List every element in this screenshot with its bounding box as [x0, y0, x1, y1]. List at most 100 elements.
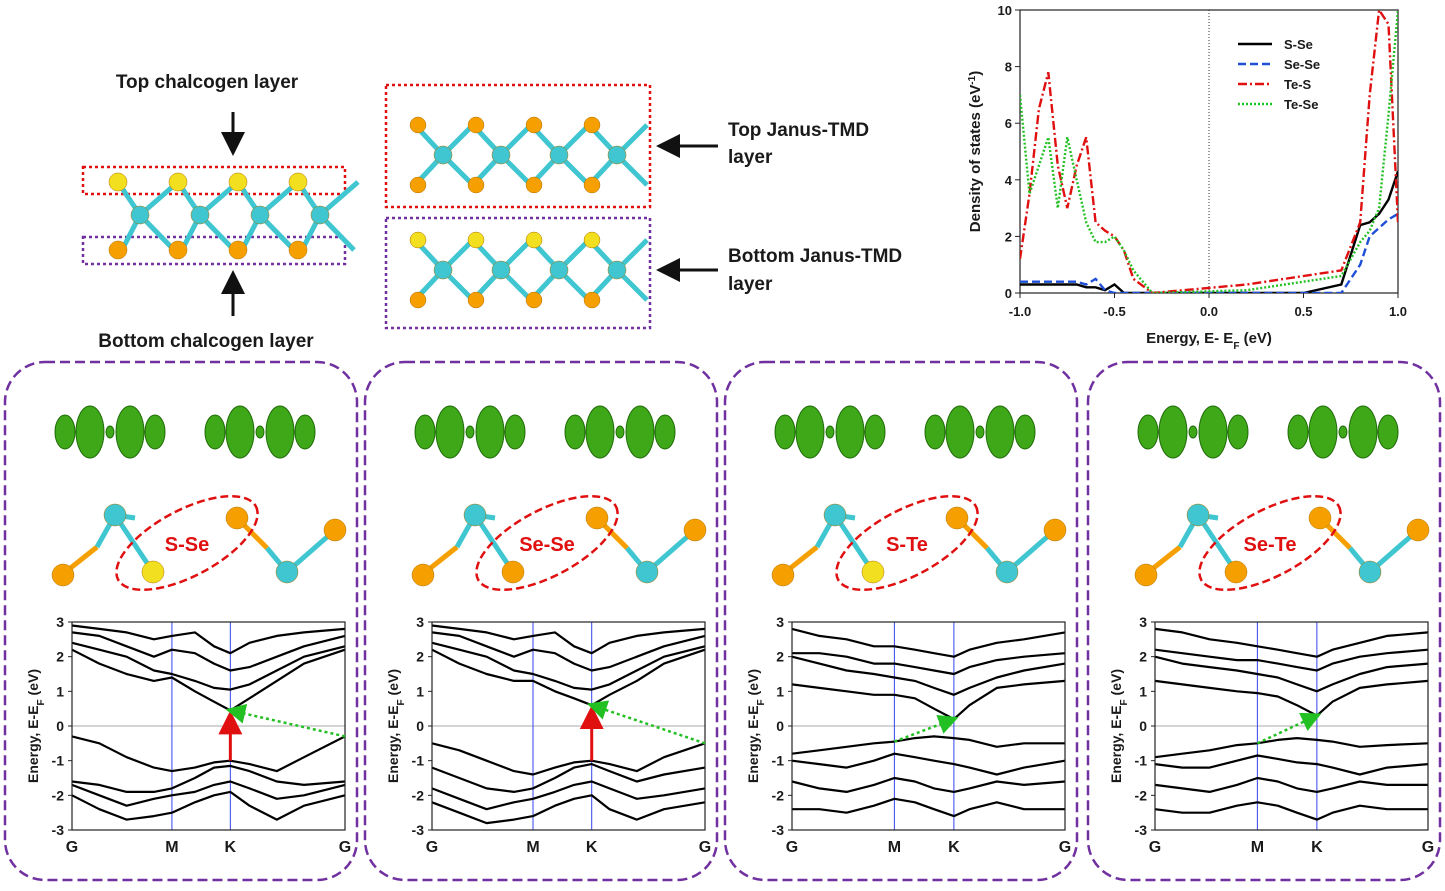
- highlight-ellipse: [835, 494, 979, 592]
- atom: [583, 231, 601, 249]
- band-line: [431, 641, 706, 691]
- panel-box: [723, 360, 1079, 882]
- panel-box: [363, 360, 719, 882]
- atom: [1043, 518, 1067, 542]
- label-part: Energy, E-E: [1108, 705, 1124, 783]
- bottom-box: [81, 235, 347, 266]
- atom: [463, 503, 487, 527]
- label-part: ): [967, 71, 984, 76]
- atom: [861, 560, 885, 584]
- orbital: [975, 425, 985, 439]
- atom: [467, 176, 485, 194]
- atom: [130, 205, 150, 225]
- dos-line: [1020, 170, 1398, 293]
- atom: [228, 240, 248, 260]
- y-tick-label: 3: [56, 614, 64, 630]
- x-tick-label: M: [888, 839, 901, 856]
- label-part: Energy, E-E: [25, 705, 41, 783]
- band-line: [1154, 737, 1429, 759]
- x-tick-label: 0.5: [1294, 304, 1312, 319]
- x-tick-label: 1.0: [1389, 304, 1407, 319]
- x-tick-label: G: [1059, 839, 1071, 856]
- orbital: [615, 425, 625, 439]
- band-line: [71, 641, 346, 691]
- legend-label: S-Se: [1284, 37, 1313, 52]
- atom: [525, 291, 543, 309]
- atom: [467, 291, 485, 309]
- dos-line: [1020, 10, 1398, 293]
- orbital: [835, 405, 865, 459]
- legend-label: Se-Se: [1284, 57, 1320, 72]
- y-tick-label: 2: [56, 649, 64, 665]
- orbital: [1287, 414, 1309, 450]
- atom: [190, 205, 210, 225]
- atom: [549, 145, 569, 165]
- x-tick-label: G: [1422, 839, 1434, 856]
- transition-arrow: [225, 703, 346, 738]
- atom: [823, 503, 847, 527]
- atom: [225, 506, 249, 530]
- atom: [409, 231, 427, 249]
- atom: [310, 205, 330, 225]
- orbital: [1227, 414, 1249, 450]
- orbital: [504, 414, 526, 450]
- band-line: [71, 624, 346, 655]
- pair-label: Se-Te: [1244, 534, 1297, 556]
- dos-line: [1020, 10, 1398, 293]
- label-part: F: [396, 699, 407, 705]
- highlight-ellipse: [475, 494, 619, 592]
- legend-label: Te-S: [1284, 77, 1312, 92]
- y-tick-label: 2: [1139, 649, 1147, 665]
- orbital: [1348, 405, 1378, 459]
- x-tick-label: K: [586, 839, 598, 856]
- atom: [168, 172, 188, 192]
- label-part: -1: [967, 75, 978, 84]
- band-line: [791, 679, 1066, 721]
- y-tick-label: 0: [1139, 718, 1147, 734]
- atom: [945, 506, 969, 530]
- band-line: [792, 652, 1066, 676]
- band-line: [792, 797, 1065, 818]
- atom: [108, 172, 128, 192]
- atom: [1134, 563, 1158, 587]
- label-part: Energy, E- E: [1146, 330, 1233, 347]
- x-tick-label: 0.0: [1200, 304, 1218, 319]
- label-part: Energy, E-E: [385, 705, 401, 783]
- y-axis-label: Energy, E-EF (eV): [1108, 669, 1130, 783]
- y-tick-label: 2: [416, 649, 424, 665]
- y-tick-label: 3: [416, 614, 424, 630]
- x-tick-label: G: [1149, 839, 1161, 856]
- band-line: [1154, 679, 1429, 717]
- orbital: [294, 414, 316, 450]
- band-line: [71, 780, 346, 807]
- orbital: [774, 414, 796, 450]
- orbital: [225, 405, 255, 459]
- orbital: [1158, 405, 1188, 459]
- top-box: [81, 165, 347, 196]
- orbital: [1308, 405, 1338, 459]
- label-part: (eV): [1239, 330, 1272, 347]
- bond: [112, 513, 156, 574]
- y-tick-label: 0: [776, 718, 784, 734]
- atom: [411, 563, 435, 587]
- orbital: [654, 414, 676, 450]
- band-line: [431, 742, 706, 776]
- label-part: F: [36, 699, 47, 705]
- x-tick-label: M: [165, 839, 178, 856]
- y-tick-label: 2: [1005, 229, 1012, 244]
- x-tick-label: G: [66, 839, 78, 856]
- orbital: [985, 405, 1015, 459]
- atom: [51, 563, 75, 587]
- band-line: [431, 624, 706, 655]
- y-tick-label: 2: [776, 649, 784, 665]
- label-part: (eV): [1108, 669, 1124, 699]
- atom: [250, 205, 270, 225]
- y-tick-label: 0: [416, 718, 424, 734]
- panel-box: [1086, 360, 1442, 882]
- atom: [491, 260, 511, 280]
- atom: [549, 260, 569, 280]
- y-tick-label: 3: [1139, 614, 1147, 630]
- atom: [275, 560, 299, 584]
- orbital: [1338, 425, 1348, 439]
- panel-box: [3, 360, 359, 882]
